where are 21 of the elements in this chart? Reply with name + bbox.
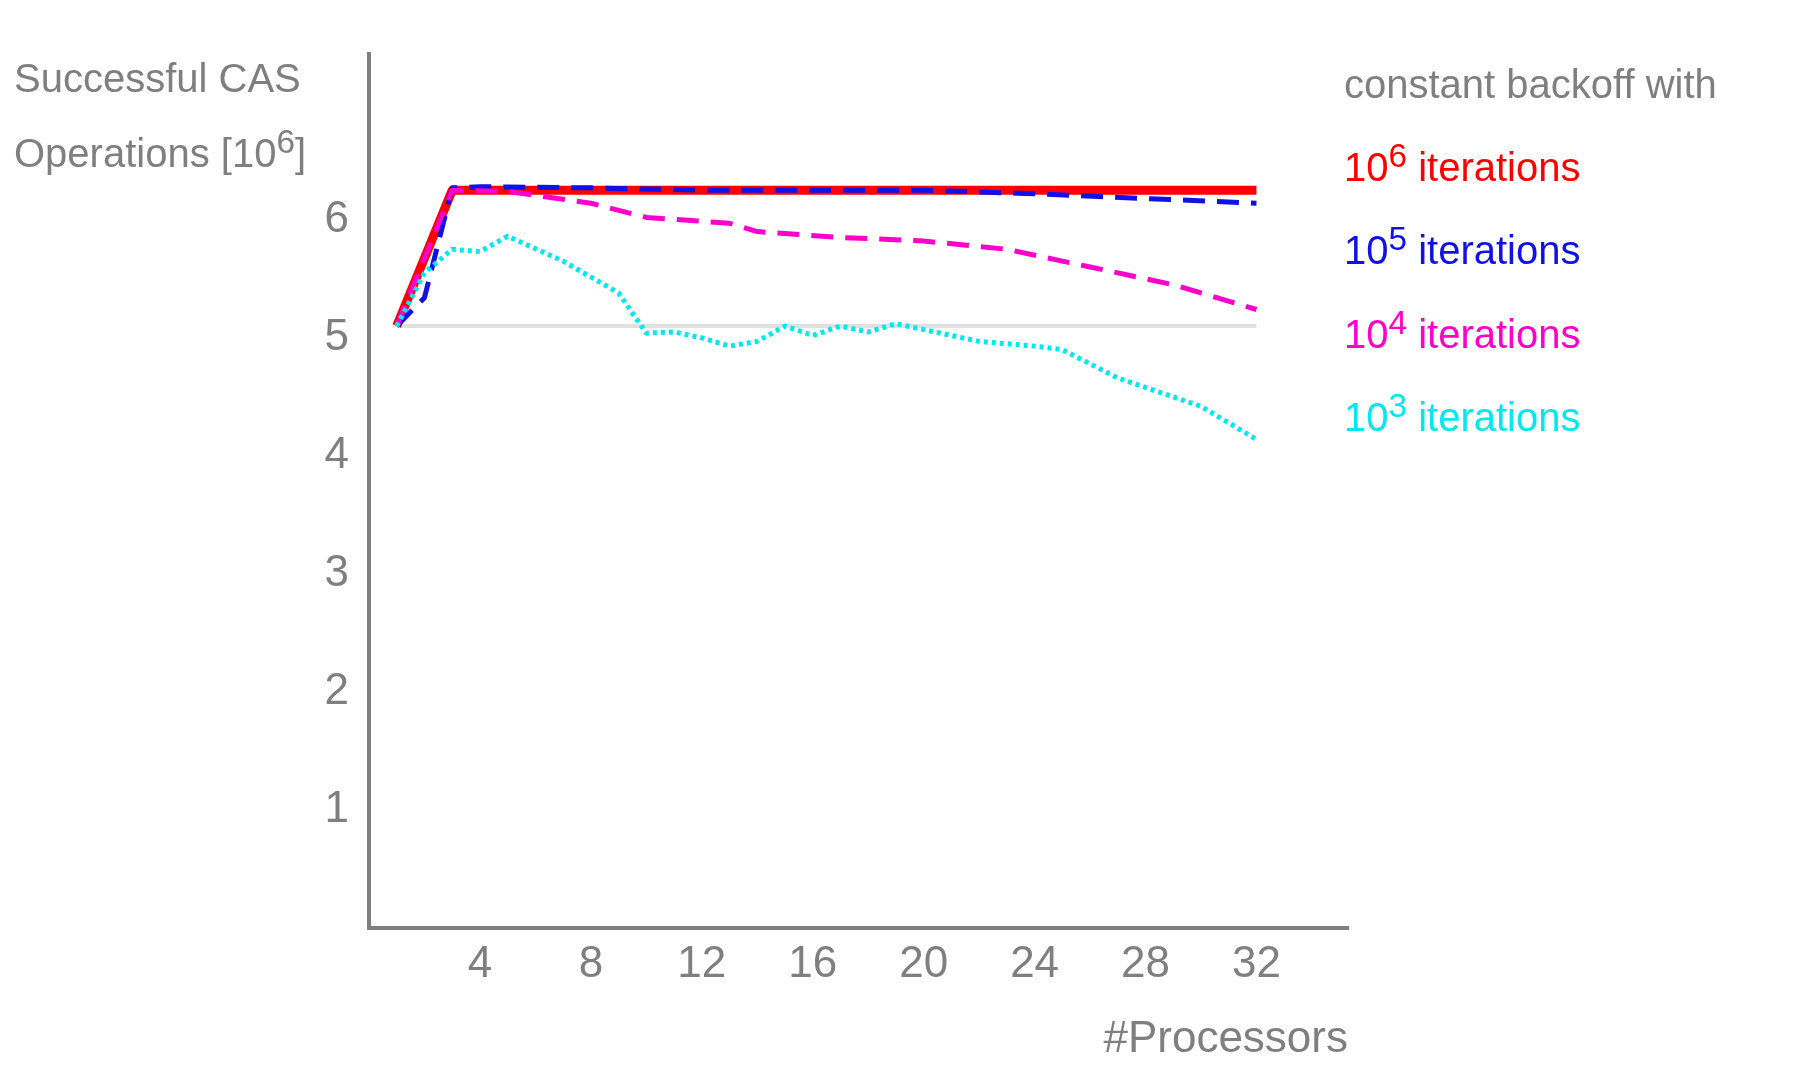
x-tick-label: 20 xyxy=(899,936,949,986)
y-tick-label: 2 xyxy=(324,664,349,714)
x-tick-label: 4 xyxy=(467,936,493,986)
text: 10$^{3}$ iterations xyxy=(1344,386,1582,442)
y-axis-title: Successful CAS Operations [10$^{6}$] xyxy=(14,55,308,178)
x-tick-label: 12 xyxy=(677,936,727,986)
x-tick-label: 32 xyxy=(1232,936,1281,986)
x-axis-title: #Processors xyxy=(1103,1011,1348,1061)
x-tick-label: 8 xyxy=(578,936,604,986)
x-tick-label: 24 xyxy=(1010,936,1060,986)
y-tick-label: 3 xyxy=(324,546,349,596)
y-tick-label: 4 xyxy=(324,428,349,478)
text: 10$^{6}$ iterations xyxy=(1344,136,1582,192)
y-tick-label: 5 xyxy=(324,310,349,359)
x-tick-label: 16 xyxy=(788,936,838,986)
legend-title: constant backoff with xyxy=(1344,61,1717,108)
x-tick-label: 28 xyxy=(1121,936,1171,986)
text: 10$^{4}$ iterations xyxy=(1344,302,1582,358)
text: 10$^{5}$ iterations xyxy=(1344,219,1582,275)
y-tick-label: 6 xyxy=(324,191,349,241)
y-tick-label: 1 xyxy=(324,782,349,832)
